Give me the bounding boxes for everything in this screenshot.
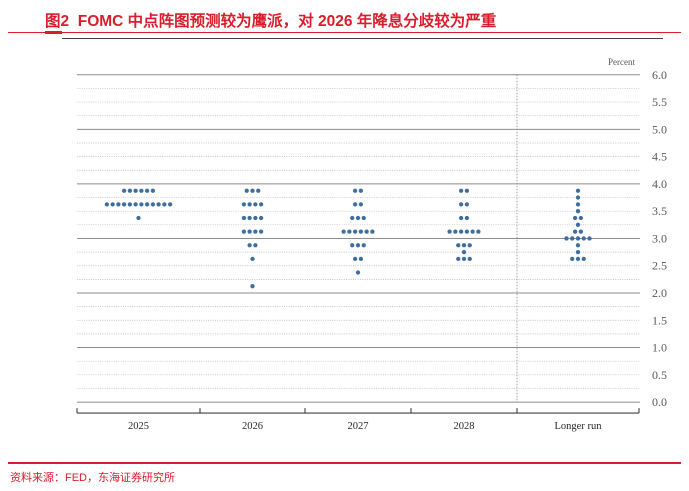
svg-text:Percent: Percent (608, 57, 635, 67)
svg-text:6.0: 6.0 (652, 68, 667, 82)
svg-text:Longer run: Longer run (555, 421, 603, 432)
svg-text:1.5: 1.5 (652, 313, 667, 327)
svg-text:2028: 2028 (454, 421, 475, 432)
svg-text:2026: 2026 (242, 421, 263, 432)
svg-text:2027: 2027 (348, 421, 369, 432)
svg-text:3.5: 3.5 (652, 204, 667, 218)
svg-text:4.0: 4.0 (652, 177, 667, 191)
svg-text:2025: 2025 (128, 421, 149, 432)
svg-text:1.0: 1.0 (652, 341, 667, 355)
svg-text:5.0: 5.0 (652, 122, 667, 136)
svg-text:2.0: 2.0 (652, 286, 667, 300)
svg-text:0.5: 0.5 (652, 368, 667, 382)
svg-text:3.0: 3.0 (652, 231, 667, 245)
svg-text:2.5: 2.5 (652, 259, 667, 273)
svg-text:5.5: 5.5 (652, 95, 667, 109)
svg-text:0.0: 0.0 (652, 395, 667, 409)
svg-text:4.5: 4.5 (652, 150, 667, 164)
